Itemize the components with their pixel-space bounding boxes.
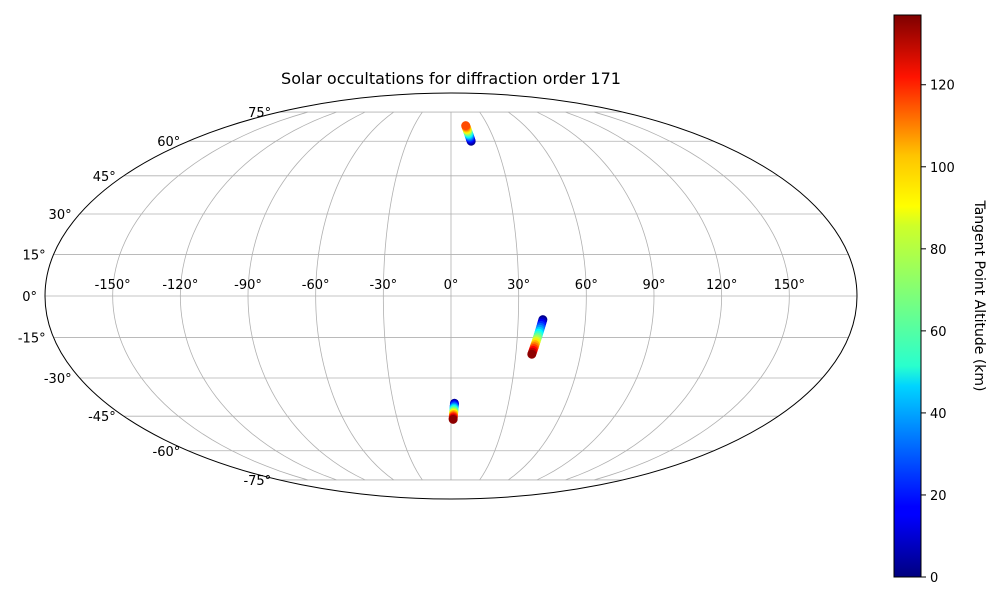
latitude-tick-label: -45° xyxy=(88,410,116,425)
colorbar-gradient xyxy=(893,14,922,578)
longitude-tick-label: 60° xyxy=(575,278,598,293)
latitude-tick-labels: -75° -60° -45° -30° -15° 0° 15° 30° 45° 60° 75° xyxy=(18,106,271,489)
latitude-tick-label: -15° xyxy=(18,332,46,347)
longitude-tick-labels: -150° -120° -90° -60° -30° 0° 30° 60° 90° 120° 150… xyxy=(95,278,805,293)
longitude-gridline xyxy=(536,111,655,481)
longitude-gridline xyxy=(112,111,308,481)
longitude-tick-label: 120° xyxy=(706,278,737,293)
latitude-tick-label: 60° xyxy=(157,135,180,150)
longitude-gridline xyxy=(565,111,723,481)
colorbar-tick-label: 20 xyxy=(930,489,947,504)
occultation-point xyxy=(527,349,537,359)
colorbar-tick-label: 100 xyxy=(930,161,955,176)
colorbar-tick-label: 80 xyxy=(930,243,947,258)
latitude-tick-label: 0° xyxy=(22,290,37,305)
graticule-grid xyxy=(45,111,857,481)
longitude-gridline xyxy=(479,111,520,481)
colorbar-tick-label: 40 xyxy=(930,407,947,422)
latitude-tick-label: -60° xyxy=(153,445,181,460)
colorbar-tick-label: 0 xyxy=(930,571,938,586)
longitude-tick-label: 150° xyxy=(774,278,805,293)
map-outline xyxy=(44,92,858,500)
latitude-tick-label: -30° xyxy=(44,372,72,387)
colorbar-tick-label: 60 xyxy=(930,325,947,340)
chart-title: Solar occultations for diffraction order… xyxy=(281,69,621,88)
longitude-gridline xyxy=(508,111,587,481)
longitude-gridline xyxy=(179,111,337,481)
longitude-gridline xyxy=(247,111,366,481)
colorbar-ticks: 0 20 40 60 80 100 120 xyxy=(921,79,955,586)
longitude-tick-label: 0° xyxy=(444,278,459,293)
longitude-tick-label: -150° xyxy=(95,278,131,293)
latitude-tick-label: 30° xyxy=(49,208,72,223)
occultation-point xyxy=(461,121,471,131)
colorbar-label: Tangent Point Altitude (km) xyxy=(971,199,987,391)
longitude-tick-label: 90° xyxy=(642,278,665,293)
latitude-tick-label: 75° xyxy=(248,106,271,121)
latitude-tick-label: -75° xyxy=(243,474,271,489)
longitude-gridline xyxy=(315,111,394,481)
longitude-tick-label: -120° xyxy=(162,278,198,293)
longitude-tick-label: 30° xyxy=(507,278,530,293)
latitude-tick-label: 15° xyxy=(23,248,46,263)
longitude-tick-label: -30° xyxy=(369,278,397,293)
colorbar-tick-label: 120 xyxy=(930,79,955,94)
occultation-point xyxy=(448,414,458,424)
longitude-tick-label: -60° xyxy=(302,278,330,293)
colorbar: 0 20 40 60 80 100 120 Tangent Point Altitude (… xyxy=(893,14,987,586)
data-points xyxy=(448,121,548,424)
latitude-tick-label: 45° xyxy=(93,170,116,185)
longitude-gridline xyxy=(594,111,790,481)
longitude-gridline xyxy=(382,111,423,481)
longitude-tick-label: -90° xyxy=(234,278,262,293)
